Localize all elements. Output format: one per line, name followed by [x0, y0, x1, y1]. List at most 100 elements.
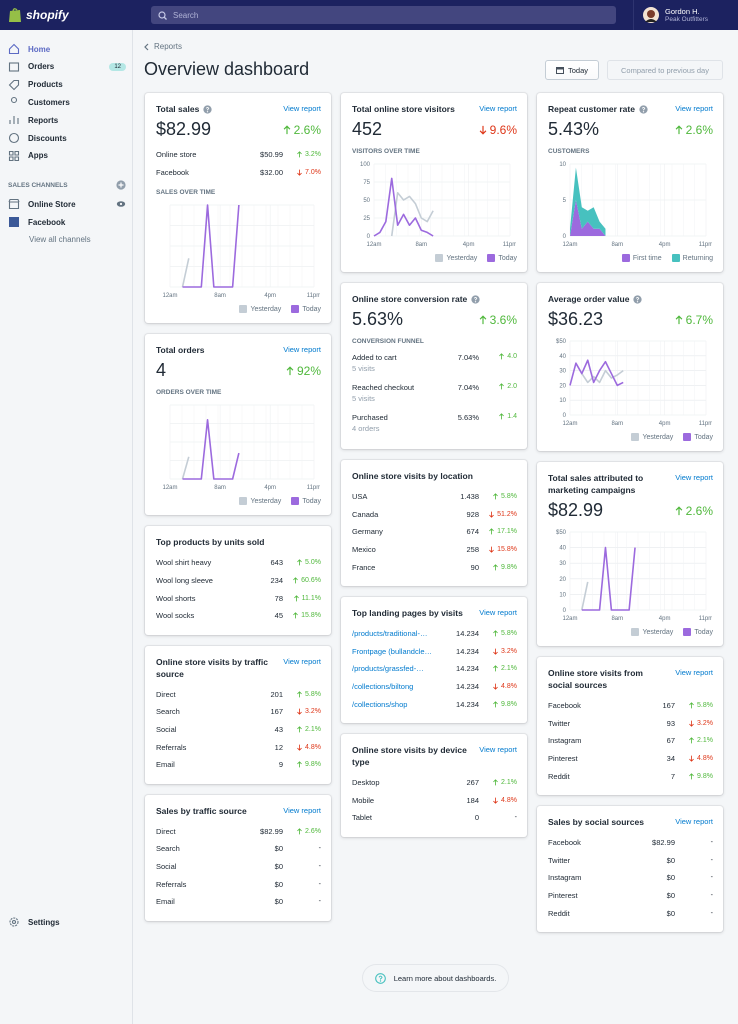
legend-swatch: [631, 433, 640, 441]
trend-arrow: [297, 169, 302, 176]
compare-button[interactable]: Compared to previous day: [607, 60, 723, 80]
chart-legend: Yesterday Today: [156, 497, 321, 506]
legend-item: Yesterday: [239, 497, 281, 506]
info-mark: [641, 106, 646, 110]
trend-arrow: [675, 314, 682, 324]
calendar-icon: [555, 67, 564, 74]
row-label: Desktop: [352, 778, 462, 787]
change-value: -: [514, 814, 517, 822]
view-report-link[interactable]: View report: [479, 104, 517, 113]
settings-item[interactable]: Settings: [8, 915, 126, 929]
view-report-link[interactable]: View report: [283, 104, 321, 113]
store-name: Peak Outfitters: [665, 16, 708, 23]
breadcrumb[interactable]: Reports: [144, 42, 182, 51]
arrow: [493, 797, 498, 804]
view-report-link[interactable]: View report: [283, 805, 321, 815]
nav-label: Customers: [28, 97, 70, 107]
y-tick-label: 40: [559, 546, 566, 552]
table-row: Direct 201 5.8%: [156, 686, 321, 704]
row-value: 267: [466, 778, 479, 788]
view-report-link[interactable]: View report: [283, 656, 321, 666]
arrow: [499, 413, 505, 420]
nav-item[interactable]: Reports: [8, 113, 126, 127]
arrow: [675, 314, 682, 324]
change-value: 5.8%: [305, 690, 321, 698]
nav-item[interactable]: Orders 12: [8, 60, 126, 74]
table-row[interactable]: Frontpage (bullandcle… 14.234 3.2%: [352, 643, 517, 661]
line: [181, 456, 190, 480]
view-report-link[interactable]: View report: [675, 668, 713, 677]
nav-item[interactable]: Discounts: [8, 131, 126, 145]
legend-swatch: [487, 254, 496, 262]
change: 5.8%: [483, 493, 517, 500]
date-button[interactable]: Today: [545, 60, 599, 80]
card-header: Online store visits by location: [352, 470, 517, 482]
view-report-link[interactable]: View report: [675, 473, 713, 482]
brand[interactable]: shopify: [0, 7, 133, 23]
table-row[interactable]: /products/traditional-… 14.234 5.8%: [352, 625, 517, 643]
table-row[interactable]: /collections/shop 14.234 9.8%: [352, 695, 517, 713]
arrow: [479, 125, 486, 135]
view-report-link[interactable]: View report: [675, 816, 713, 826]
trend-arrow: [489, 528, 494, 535]
x-tick-label: 11pm: [699, 242, 712, 248]
legend-item: Today: [291, 305, 321, 314]
view-report-link[interactable]: View report: [479, 744, 517, 754]
card-header: Total sales View report: [156, 103, 321, 115]
row-label-text: Reached checkout: [352, 383, 415, 392]
view-report-link[interactable]: View report: [479, 607, 517, 617]
trend-arrow: [293, 577, 298, 584]
metric-value: $82.99: [548, 500, 604, 520]
area: [570, 200, 606, 236]
table-row[interactable]: /collections/biltong 14.234 4.8%: [352, 678, 517, 696]
change-value: 2.1%: [501, 665, 517, 673]
row-label-text: Wool socks: [156, 611, 195, 621]
y-tick-label: 0: [563, 608, 567, 614]
nav-label: Discounts: [28, 133, 67, 143]
channel-item[interactable]: Facebook: [8, 215, 126, 229]
info-dot: [207, 110, 209, 112]
row-label: /products/grassfed-…: [352, 664, 452, 673]
section-heading: ORDERS OVER TIME: [156, 389, 222, 397]
chart-legend: First time Returning: [548, 254, 713, 262]
row-label-text: Wool long sleeve: [156, 576, 213, 586]
view-all-channels[interactable]: View all channels: [29, 232, 147, 246]
trend-arrow: [493, 563, 498, 571]
card: Online store visits by location USA 1.438 5…: [341, 460, 527, 586]
table-row: Referrals 12 4.8%: [156, 738, 321, 756]
change: 6.7%: [674, 313, 713, 327]
change-value: 17.1%: [497, 528, 517, 536]
nav-item[interactable]: Home: [8, 42, 126, 56]
row-label: Pinterest: [548, 891, 663, 900]
row-value: 90: [470, 562, 479, 572]
customers-shape: [10, 97, 18, 104]
legend-item: Yesterday: [435, 254, 477, 262]
info-icon: [633, 294, 643, 304]
learn-more[interactable]: Learn more about dashboards.: [363, 965, 508, 991]
legend-swatch: [631, 628, 640, 636]
metric-row: $82.99 2.6%: [156, 119, 321, 140]
change: 3.6%: [478, 313, 517, 327]
row-label: Tablet: [352, 813, 471, 822]
card-title-text: Top products by units sold: [156, 537, 265, 548]
store-shape: [8, 198, 20, 210]
trend-arrow: [499, 383, 505, 390]
channel-item[interactable]: Online Store: [8, 197, 126, 211]
row-label: Added to cart 5 visits: [352, 353, 454, 373]
change-value: 9.8%: [501, 700, 517, 708]
nav-item[interactable]: Customers: [8, 95, 126, 109]
x-tick-label: 8am: [214, 293, 226, 299]
row-label-text: Reddit: [548, 908, 570, 918]
user-menu[interactable]: Gordon H. Peak Outfitters: [633, 0, 708, 30]
view-report-link[interactable]: View report: [283, 345, 321, 355]
nav-item[interactable]: Products: [8, 78, 126, 92]
trend-arrow: [293, 594, 299, 602]
view-report-link[interactable]: View report: [675, 104, 713, 113]
nav-item[interactable]: Apps: [8, 149, 126, 163]
row-value: 674: [466, 527, 479, 537]
search-bar[interactable]: Search: [151, 6, 616, 24]
table-row[interactable]: /products/grassfed-… 14.234 2.1%: [352, 660, 517, 678]
card-title-text: Online store visits from social sources: [548, 668, 643, 690]
row-label: USA: [352, 492, 456, 501]
x-tick-label: 12am: [162, 293, 177, 299]
